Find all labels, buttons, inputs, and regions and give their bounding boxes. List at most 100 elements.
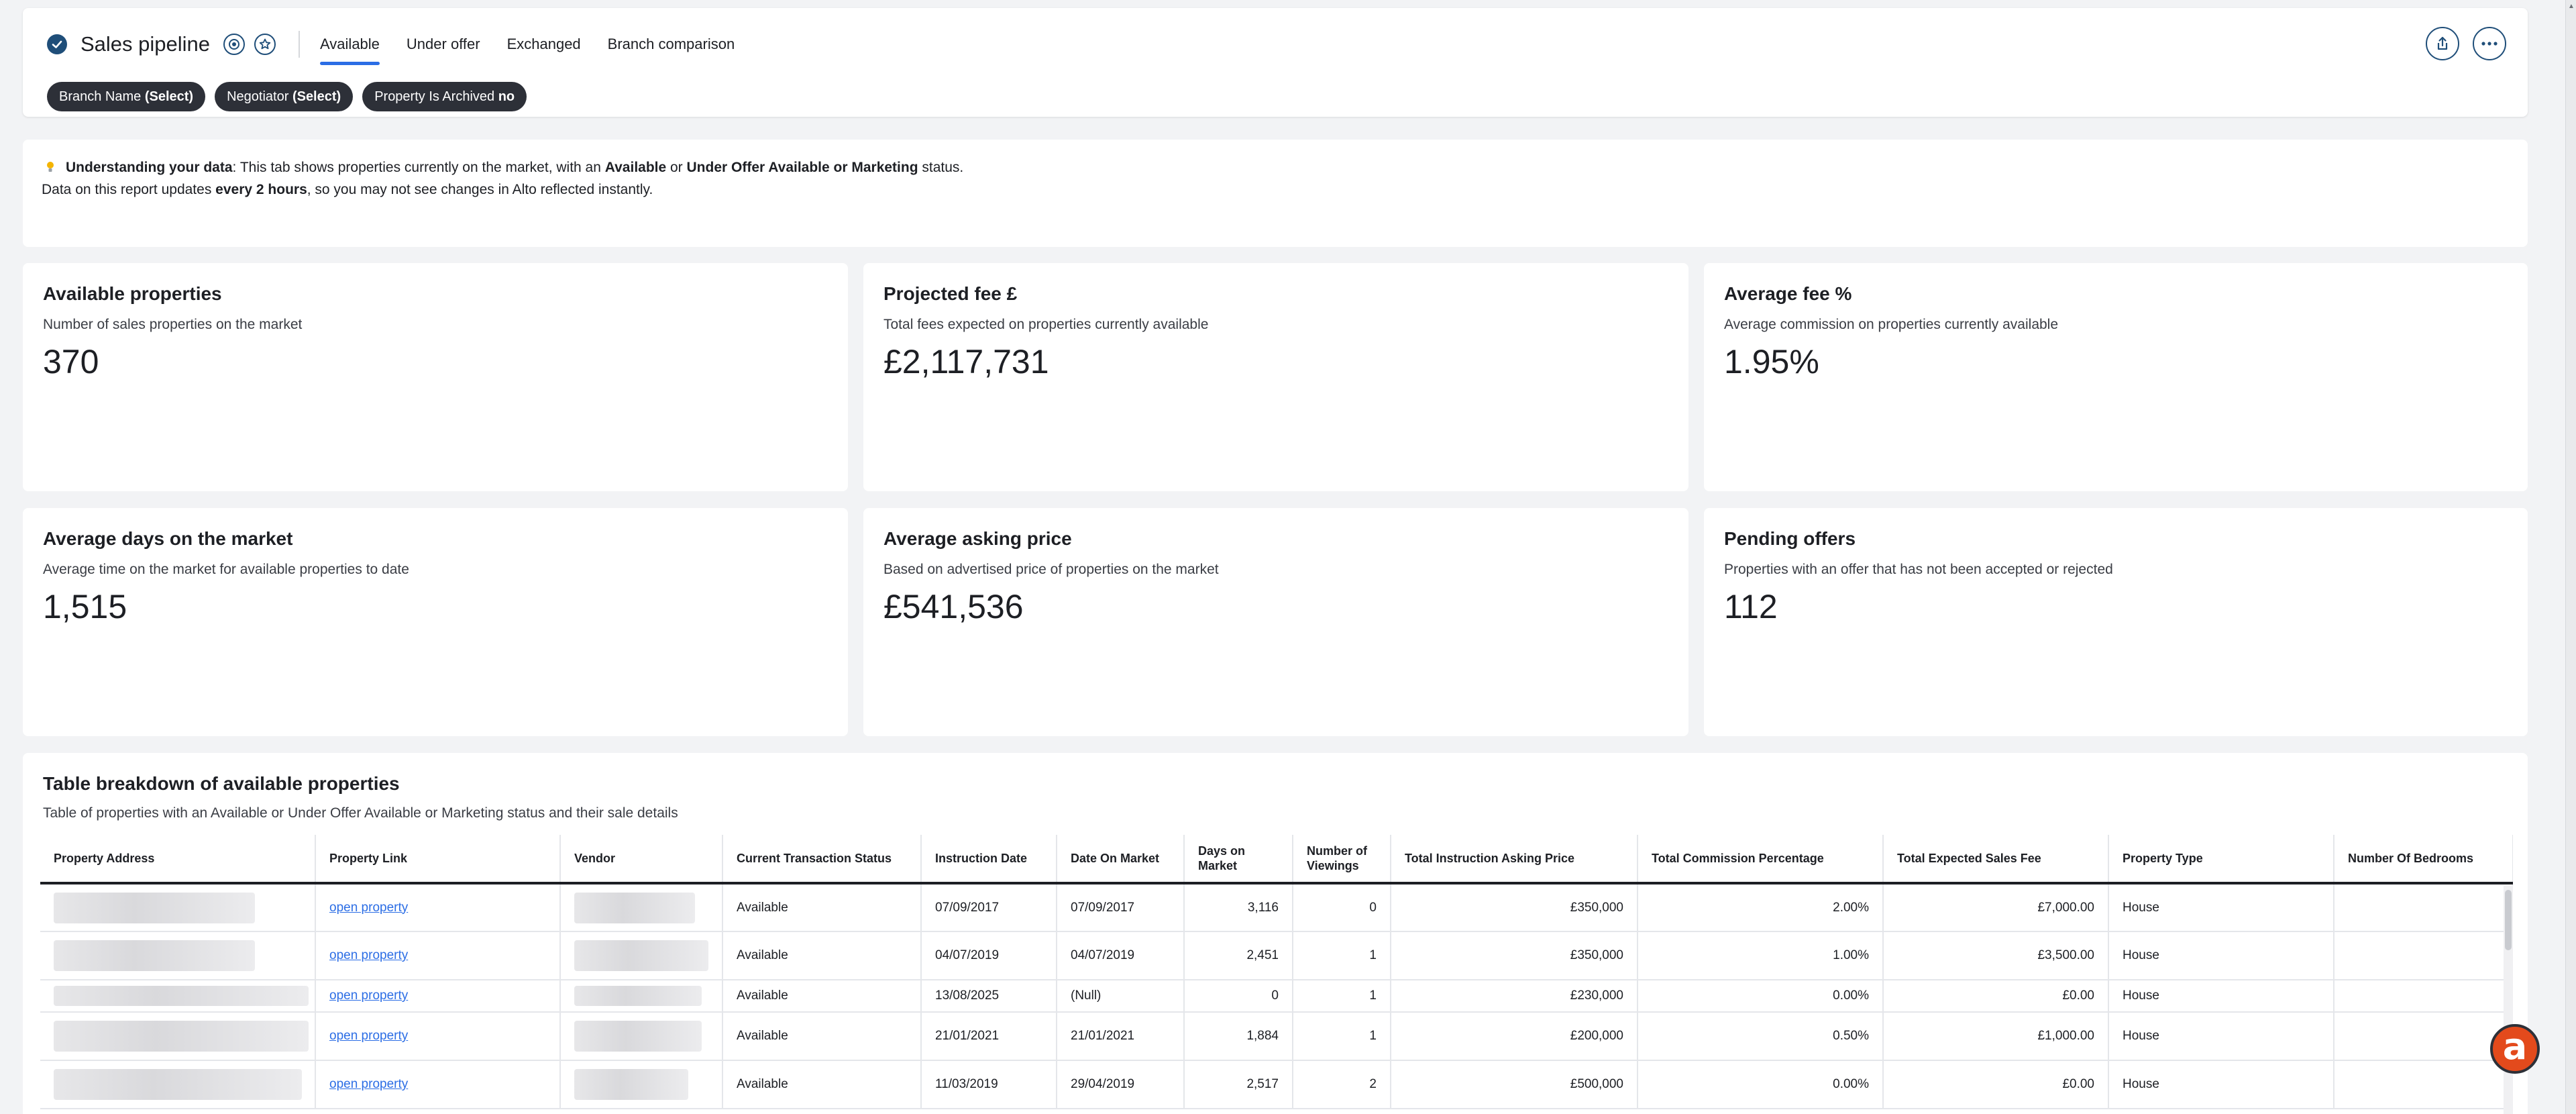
open-property-link[interactable]: open property <box>329 948 409 962</box>
cell-vendor <box>560 931 723 980</box>
favorite-star-icon[interactable] <box>254 34 276 55</box>
cell-address <box>40 931 316 980</box>
kpi-title: Available properties <box>43 283 222 304</box>
cell-property-type: House <box>2108 1012 2334 1061</box>
tab-under-offer[interactable]: Under offer <box>406 36 480 52</box>
cell-link: open property <box>315 980 561 1013</box>
cell-address <box>40 883 316 932</box>
cell-instruction-date: 07/09/2017 <box>921 883 1057 932</box>
open-property-link[interactable]: open property <box>329 1077 409 1091</box>
scroll-up-arrow-icon[interactable]: ▲ <box>2568 3 2575 10</box>
cell-asking-price: £230,000 <box>1391 980 1638 1013</box>
open-property-link[interactable]: open property <box>329 900 409 915</box>
table-subtitle: Table of properties with an Available or… <box>43 805 678 821</box>
col-vendor[interactable]: Vendor <box>560 835 723 884</box>
kpi-title: Projected fee £ <box>883 283 1018 304</box>
table-row: open property Available 11/03/2019 29/04… <box>40 1060 2513 1109</box>
table-title: Table breakdown of available properties <box>43 773 400 794</box>
cell-viewings: 1 <box>1293 931 1391 980</box>
col-property-address[interactable]: Property Address <box>40 835 316 884</box>
col-property-link[interactable]: Property Link <box>315 835 561 884</box>
kpi-value: 1.95% <box>1724 343 1819 381</box>
info-banner: Understanding your data: This tab shows … <box>23 140 2528 247</box>
cell-address <box>40 1060 316 1109</box>
certified-badge-icon[interactable] <box>223 34 246 55</box>
cell-property-type: House <box>2108 931 2334 980</box>
tab-exchanged[interactable]: Exchanged <box>506 36 581 52</box>
open-property-link[interactable]: open property <box>329 1029 409 1043</box>
tab-available[interactable]: Available <box>320 30 380 65</box>
page-title: Sales pipeline <box>80 32 211 56</box>
cell-property-type: House <box>2108 1060 2334 1109</box>
col-property-type[interactable]: Property Type <box>2108 835 2334 884</box>
kpi-value: 112 <box>1724 588 1778 625</box>
kpi-subtitle: Average commission on properties current… <box>1724 317 2059 332</box>
cell-bedrooms <box>2334 980 2513 1013</box>
help-chat-button[interactable]: a <box>2490 1024 2540 1074</box>
kpi-subtitle: Based on advertised price of properties … <box>883 562 1219 577</box>
cell-link: open property <box>315 931 561 980</box>
cell-days-on-market: 2,517 <box>1184 1060 1293 1109</box>
cell-expected-fee: £1,000.00 <box>1883 1012 2109 1061</box>
col-commission-percentage[interactable]: Total Commission Percentage <box>1638 835 1884 884</box>
cell-status: Available <box>722 883 922 932</box>
redacted-vendor <box>574 940 708 971</box>
filter-property-archived[interactable]: Property Is Archived no <box>362 82 527 111</box>
kpi-pending-offers: Pending offers Properties with an offer … <box>1704 508 2528 736</box>
kpi-title: Average days on the market <box>43 528 293 549</box>
more-options-button[interactable] <box>2473 27 2506 60</box>
share-export-button[interactable] <box>2426 27 2459 60</box>
cell-bedrooms <box>2334 931 2513 980</box>
redacted-vendor <box>574 892 695 923</box>
col-expected-sales-fee[interactable]: Total Expected Sales Fee <box>1883 835 2109 884</box>
cell-commission: 0.00% <box>1638 980 1884 1013</box>
table-scroll-area[interactable]: Property Address Property Link Vendor Cu… <box>40 835 2513 1114</box>
help-logo-icon: a <box>2502 1025 2528 1068</box>
table-vertical-scrollbar[interactable] <box>2504 886 2513 1114</box>
cell-expected-fee: £0.00 <box>1883 1060 2109 1109</box>
title-row: Sales pipeline Available Under offer Exc… <box>47 26 761 65</box>
cell-vendor <box>560 1012 723 1061</box>
col-number-of-viewings[interactable]: Number of Viewings <box>1293 835 1391 884</box>
scrollbar-thumb[interactable] <box>2505 890 2512 950</box>
redacted-address <box>54 892 255 923</box>
kpi-projected-fee: Projected fee £ Total fees expected on p… <box>863 263 1688 491</box>
cell-vendor <box>560 980 723 1013</box>
cell-status: Available <box>722 1060 922 1109</box>
tab-branch-comparison[interactable]: Branch comparison <box>607 36 735 52</box>
filter-negotiator[interactable]: Negotiator (Select) <box>215 82 354 111</box>
cell-address <box>40 980 316 1013</box>
cell-days-on-market: 0 <box>1184 980 1293 1013</box>
kpi-value: £2,117,731 <box>883 343 1049 381</box>
cell-expected-fee: £3,500.00 <box>1883 931 2109 980</box>
cell-date-on-market: 07/09/2017 <box>1057 883 1185 932</box>
col-number-of-bedrooms[interactable]: Number Of Bedrooms <box>2334 835 2513 884</box>
info-line-2: Data on this report updates every 2 hour… <box>42 182 653 197</box>
filter-branch-name[interactable]: Branch Name (Select) <box>47 82 206 111</box>
share-icon <box>2437 36 2448 50</box>
cell-asking-price: £350,000 <box>1391 883 1638 932</box>
title-divider <box>299 31 301 58</box>
redacted-vendor <box>574 986 702 1006</box>
cell-asking-price: £200,000 <box>1391 1012 1638 1061</box>
col-transaction-status[interactable]: Current Transaction Status <box>722 835 922 884</box>
col-instruction-date[interactable]: Instruction Date <box>921 835 1057 884</box>
open-property-link[interactable]: open property <box>329 989 409 1003</box>
cell-days-on-market: 3,116 <box>1184 883 1293 932</box>
kpi-subtitle: Number of sales properties on the market <box>43 317 303 332</box>
col-asking-price[interactable]: Total Instruction Asking Price <box>1391 835 1638 884</box>
page-vertical-scrollbar[interactable]: ▲ <box>2565 0 2576 1114</box>
cell-bedrooms <box>2334 1012 2513 1061</box>
cell-expected-fee: £0.00 <box>1883 980 2109 1013</box>
table-row: open property Available 13/08/2025 (Null… <box>40 980 2513 1013</box>
cell-property-type: House <box>2108 980 2334 1013</box>
col-date-on-market[interactable]: Date On Market <box>1057 835 1185 884</box>
kpi-average-days-on-market: Average days on the market Average time … <box>23 508 848 736</box>
properties-table: Property Address Property Link Vendor Cu… <box>40 835 2513 1109</box>
kpi-value: £541,536 <box>883 588 1024 625</box>
cell-commission: 0.00% <box>1638 1060 1884 1109</box>
cell-instruction-date: 13/08/2025 <box>921 980 1057 1013</box>
cell-bedrooms <box>2334 883 2513 932</box>
cell-instruction-date: 11/03/2019 <box>921 1060 1057 1109</box>
col-days-on-market[interactable]: Days on Market <box>1184 835 1293 884</box>
